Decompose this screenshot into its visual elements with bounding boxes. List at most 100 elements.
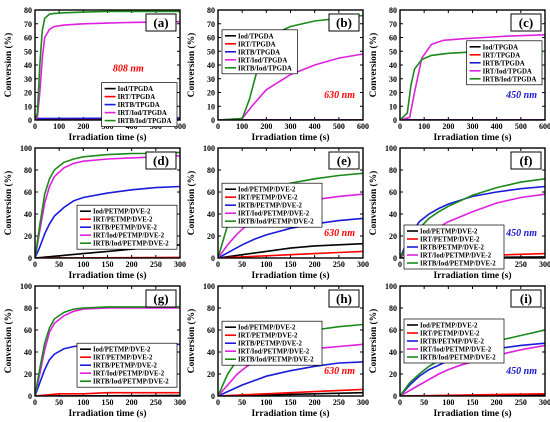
panel-tag: (c) <box>519 15 533 30</box>
legend-entry: Iod/PETMP/DVE-2 <box>238 325 296 332</box>
legend-box <box>403 318 505 364</box>
legend: Iod/PETMP/DVE-2IRT/PETMP/DVE-2IRTB/PETMP… <box>76 204 178 250</box>
y-tick-label: 100 <box>203 282 215 291</box>
series-line <box>35 307 180 396</box>
x-tick-label: 250 <box>150 260 162 269</box>
x-tick-label: 500 <box>515 122 527 131</box>
y-axis-label: Conversion (%) <box>186 171 197 236</box>
y-axis-label: Conversion (%) <box>368 171 379 236</box>
panel-tag-box <box>145 151 177 170</box>
series-line <box>218 217 363 258</box>
y-tick-label: 100 <box>20 144 32 153</box>
y-tick-label: 20 <box>389 370 397 379</box>
legend-entry: IRTB/PETMP/DVE-2 <box>93 225 158 232</box>
y-tick-label: 40 <box>389 348 397 357</box>
y-tick-label: 30 <box>24 75 32 84</box>
x-tick-label: 0 <box>216 260 220 269</box>
legend-box <box>403 224 505 270</box>
x-tick-label: 200 <box>491 398 503 407</box>
panel-tag: (a) <box>153 15 168 30</box>
legend-entry: IRTB/Iod/TPGDA <box>483 76 537 83</box>
y-tick-label: 70 <box>207 20 215 29</box>
x-tick-label: 150 <box>285 260 297 269</box>
chart-panel-f: 020406080100050100150200250300Irradiatio… <box>368 144 550 281</box>
legend-entry: IRT/Iod/PETMP/DVE-2 <box>238 211 310 218</box>
legend-entry: IRT/Iod/PETMP/DVE-2 <box>93 233 165 240</box>
y-tick-label: 100 <box>385 282 397 291</box>
legend-entry: IRT/Iod/TPGDA <box>238 57 287 64</box>
legend-entry: IRTB/PETMP/DVE-2 <box>93 363 158 370</box>
x-tick-label: 100 <box>442 398 454 407</box>
legend-entry: IRTB/Iod/PETMP/DVE-2 <box>238 219 314 226</box>
y-tick-label: 80 <box>24 304 32 313</box>
legend-entry: IRT/Iod/TPGDA <box>118 110 167 117</box>
x-tick-label: 300 <box>285 122 297 131</box>
legend-entry: IRTB/PETMP/DVE-2 <box>420 245 485 252</box>
x-tick-label: 250 <box>333 260 345 269</box>
y-tick-label: 100 <box>20 282 32 291</box>
series-line <box>35 185 180 258</box>
y-tick-label: 60 <box>24 188 32 197</box>
wavelength-label: 450 nm <box>505 228 537 239</box>
x-tick-label: 200 <box>77 122 89 131</box>
legend-entry: IRTB/Iod/PETMP/DVE-2 <box>420 355 496 362</box>
legend-entry: Iod/TPGDA <box>483 44 519 51</box>
x-axis-label: Irradiation time (s) <box>68 408 146 419</box>
x-tick-label: 400 <box>491 122 503 131</box>
y-tick-label: 80 <box>207 304 215 313</box>
y-tick-label: 50 <box>207 47 215 56</box>
x-tick-label: 200 <box>309 260 321 269</box>
y-tick-label: 20 <box>207 232 215 241</box>
y-tick-label: 40 <box>207 210 215 219</box>
legend-box <box>221 320 323 366</box>
x-tick-label: 100 <box>260 260 272 269</box>
plot-frame <box>399 285 546 397</box>
plot-frame <box>34 285 181 397</box>
x-axis-label: Irradiation time (s) <box>68 270 146 281</box>
x-tick-label: 0 <box>33 122 37 131</box>
y-axis-label: Conversion (%) <box>3 309 14 374</box>
y-tick-label: 0 <box>28 392 32 401</box>
chart-panel-c: 0 10 20 30 40 50 60 70 80 0 100 200 300 400 500 600 Irra… <box>368 6 550 143</box>
x-tick-label: 50 <box>238 260 246 269</box>
x-tick-label: 250 <box>333 398 345 407</box>
y-tick-label: 20 <box>389 89 397 98</box>
series-line <box>218 250 363 258</box>
chart-panel-b: 0 10 20 30 40 50 60 70 80 0 100 200 300 400 500 600 Irra… <box>186 6 369 143</box>
panel-tag: (f) <box>520 153 533 168</box>
legend-entry: IRTB/PETMP/DVE-2 <box>420 339 485 346</box>
legend-entry: IRTB/Iod/TPGDA <box>118 118 172 125</box>
wavelength-label: 630 nm <box>324 90 355 101</box>
series-line <box>218 361 363 396</box>
legend-entry: IRTB/Iod/PETMP/DVE-2 <box>93 241 169 248</box>
panel-tag-box <box>510 151 542 170</box>
y-tick-label: 20 <box>24 370 32 379</box>
legend: Iod/TPGDAIRT/TPGDAIRTB/TPGDAIRT/Iod/TPGD… <box>466 40 543 86</box>
y-tick-label: 40 <box>24 348 32 357</box>
panel-tag-box <box>145 289 177 308</box>
legend-entry: IRT/PETMP/DVE-2 <box>93 217 153 224</box>
y-tick-label: 30 <box>207 75 215 84</box>
panel-tag: (h) <box>336 291 352 306</box>
y-tick-label: 20 <box>24 89 32 98</box>
series-line <box>35 20 180 120</box>
wavelength-label: 450 nm <box>505 90 537 101</box>
legend-entry: IRTB/Iod/PETMP/DVE-2 <box>93 379 169 386</box>
x-tick-label: 300 <box>174 398 186 407</box>
legend: Iod/PETMP/DVE-2IRT/PETMP/DVE-2IRTB/PETMP… <box>403 318 505 364</box>
y-tick-label: 60 <box>389 326 397 335</box>
y-tick-label: 80 <box>24 166 32 175</box>
x-tick-label: 0 <box>216 122 220 131</box>
x-tick-label: 300 <box>174 260 186 269</box>
y-tick-label: 10 <box>24 102 32 111</box>
x-tick-label: 100 <box>77 260 89 269</box>
x-tick-label: 0 <box>33 260 37 269</box>
legend-box <box>76 342 178 388</box>
series-line <box>400 34 545 120</box>
x-tick-label: 100 <box>260 398 272 407</box>
y-tick-label: 40 <box>24 61 32 70</box>
y-tick-label: 0 <box>393 116 397 125</box>
y-tick-label: 0 <box>393 254 397 263</box>
wavelength-label: 630 nm <box>324 366 355 377</box>
